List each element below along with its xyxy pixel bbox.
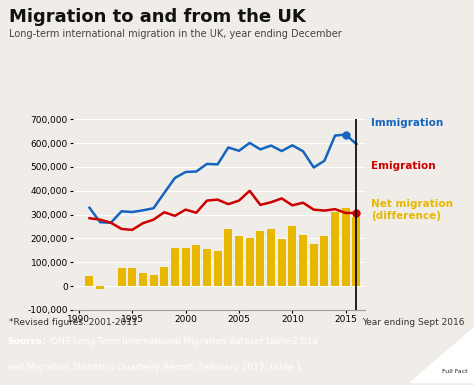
Bar bbox=[150, 275, 157, 286]
Bar bbox=[128, 268, 136, 286]
Text: Immigration: Immigration bbox=[371, 118, 443, 128]
Polygon shape bbox=[410, 327, 474, 382]
Bar bbox=[171, 248, 179, 286]
Text: Long-term international migration in the UK, year ending December: Long-term international migration in the… bbox=[9, 29, 342, 39]
Text: and Migration Statistics Quarterly Report, February 2017, table 1: and Migration Statistics Quarterly Repor… bbox=[7, 363, 302, 372]
Bar bbox=[246, 238, 254, 286]
Bar bbox=[139, 273, 147, 286]
Bar bbox=[331, 213, 339, 286]
Bar bbox=[182, 248, 190, 286]
Bar bbox=[299, 234, 307, 286]
Text: Emigration: Emigration bbox=[371, 161, 435, 171]
Bar bbox=[160, 267, 168, 286]
Text: Year ending Sept 2016: Year ending Sept 2016 bbox=[362, 318, 465, 326]
Bar bbox=[214, 251, 222, 286]
Bar bbox=[96, 286, 104, 289]
Bar bbox=[320, 236, 328, 286]
Text: Net migration
(difference): Net migration (difference) bbox=[371, 199, 453, 221]
Bar bbox=[353, 217, 360, 286]
Bar bbox=[342, 208, 350, 286]
Bar bbox=[203, 249, 211, 286]
Bar bbox=[85, 276, 93, 286]
Text: Migration to and from the UK: Migration to and from the UK bbox=[9, 8, 306, 26]
Text: Source:: Source: bbox=[7, 337, 46, 346]
Bar bbox=[118, 268, 126, 286]
Text: *Revised figures: 2001-2011: *Revised figures: 2001-2011 bbox=[9, 318, 138, 326]
Bar bbox=[267, 229, 275, 286]
Bar bbox=[224, 229, 232, 286]
Bar bbox=[278, 239, 286, 286]
Bar bbox=[192, 245, 201, 286]
Bar bbox=[235, 236, 243, 286]
Bar bbox=[288, 226, 296, 286]
Text: ONS Long-Term International Migration dataset table 2.01a: ONS Long-Term International Migration da… bbox=[51, 337, 318, 346]
Bar bbox=[310, 244, 318, 286]
Text: Full Fact: Full Fact bbox=[442, 369, 468, 374]
Bar bbox=[256, 231, 264, 286]
